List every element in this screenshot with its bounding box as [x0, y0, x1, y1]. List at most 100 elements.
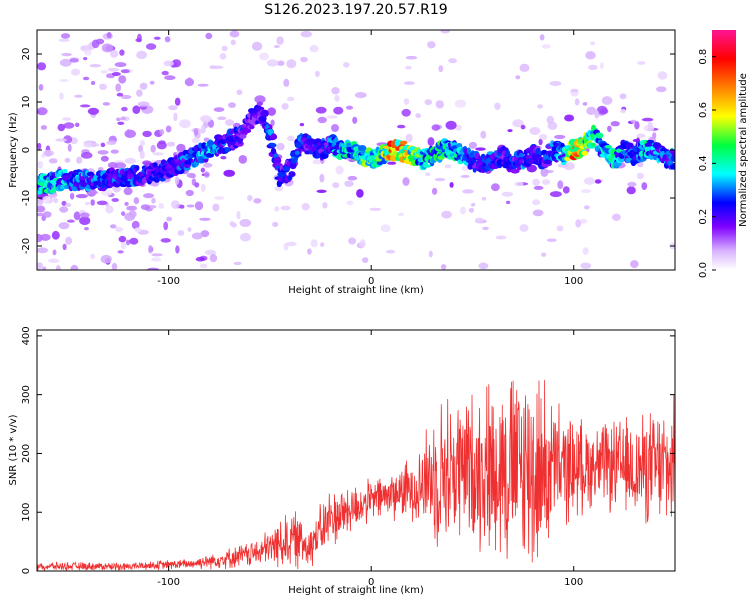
heatmap-cell	[438, 65, 444, 73]
heatmap-cell	[491, 183, 500, 192]
heatmap-cell	[149, 80, 155, 85]
heatmap-cell	[581, 150, 588, 156]
heatmap-cell	[62, 117, 72, 121]
heatmap-cell	[37, 107, 48, 116]
heatmap-cell	[346, 200, 354, 206]
heatmap-cell	[334, 94, 340, 102]
heatmap-cell	[309, 44, 319, 53]
heatmap-cell	[312, 159, 322, 165]
heatmap-cell	[482, 226, 489, 231]
heatmap-cell	[221, 45, 228, 52]
heatmap-cell	[267, 107, 276, 116]
heatmap-cell	[335, 165, 344, 175]
heatmap-cell	[547, 121, 558, 130]
heatmap-cell	[584, 205, 590, 210]
heatmap-cell	[656, 86, 667, 93]
heatmap-cell	[95, 38, 105, 45]
heatmap-cell	[97, 150, 109, 155]
heatmap-cell	[59, 79, 69, 82]
heatmap-cell	[288, 171, 296, 178]
heatmap-cell	[630, 119, 637, 124]
heatmap-cell	[533, 185, 544, 190]
heatmap-cell	[55, 265, 61, 270]
heatmap-cell	[100, 142, 106, 148]
y-tick-label: 100	[21, 503, 32, 522]
y-tick-label: -10	[21, 190, 32, 206]
heatmap-cell	[475, 147, 486, 151]
heatmap-cell	[537, 104, 543, 109]
heatmap-cell	[226, 136, 235, 141]
heatmap-cell	[69, 58, 79, 63]
heatmap-cell	[352, 116, 358, 124]
heatmap-cell	[405, 55, 418, 60]
heatmap-cell	[356, 189, 364, 198]
heatmap-cell	[316, 189, 327, 193]
heatmap-cell	[109, 224, 117, 229]
heatmap-cell	[110, 50, 119, 58]
heatmap-cell	[199, 263, 208, 269]
colorbar-tick-label: 0.8	[698, 49, 709, 65]
heatmap-cell	[62, 168, 68, 174]
heatmap-cell	[274, 206, 280, 212]
heatmap-cell	[574, 98, 580, 106]
heatmap-cell	[326, 115, 338, 119]
heatmap-cell	[270, 147, 277, 155]
heatmap-cell	[347, 175, 358, 181]
heatmap-cell	[79, 216, 91, 225]
heatmap-cell	[272, 221, 279, 228]
y-tick-label: 20	[21, 48, 32, 61]
heatmap-cell	[126, 205, 137, 211]
heatmap-cell	[614, 151, 620, 159]
heatmap-cell	[62, 243, 67, 251]
heatmap-cell	[236, 211, 241, 220]
heatmap-cell	[541, 150, 546, 154]
heatmap-y-ticks: -20 -10 0 10 20	[21, 48, 675, 254]
snr-y-ticks: 0 100 200 300 400	[21, 326, 675, 574]
heatmap-cell	[286, 59, 297, 69]
heatmap-cell	[281, 103, 289, 110]
heatmap-cell	[105, 205, 114, 214]
heatmap-cell	[75, 122, 80, 128]
heatmap-cell	[106, 140, 117, 146]
heatmap-cell	[90, 143, 100, 147]
heatmap-cell	[83, 57, 88, 61]
heatmap-cell	[126, 129, 131, 138]
snr-x-label: Height of straight line (km)	[288, 585, 424, 596]
heatmap-cell	[585, 51, 596, 60]
heatmap-cell	[454, 99, 467, 108]
heatmap-cell	[280, 205, 291, 211]
heatmap-cell	[520, 124, 526, 130]
heatmap-cell	[191, 232, 203, 240]
heatmap-cell	[96, 200, 108, 206]
heatmap-cell	[91, 81, 96, 85]
heatmap-cell	[71, 68, 81, 76]
heatmap-cell	[344, 180, 354, 187]
heatmap-cell	[538, 138, 543, 146]
heatmap-cell	[647, 121, 653, 130]
heatmap-cell	[224, 147, 231, 153]
heatmap-cell	[307, 248, 312, 255]
heatmap-cell	[619, 93, 627, 100]
heatmap-cell	[101, 43, 114, 53]
heatmap-cell	[405, 65, 412, 70]
heatmap-cell	[359, 239, 366, 248]
heatmap-cell	[254, 95, 266, 104]
heatmap-cell	[529, 127, 541, 135]
heatmap-cell	[120, 116, 126, 121]
heatmap-cell	[402, 177, 410, 186]
heatmap-cell	[276, 180, 282, 188]
heatmap-cell	[596, 105, 608, 115]
heatmap-cell	[422, 164, 432, 168]
heatmap-cell	[59, 206, 69, 213]
heatmap-cell	[236, 89, 243, 96]
heatmap-cell	[86, 190, 99, 195]
heatmap-cell	[150, 144, 156, 153]
heatmap-cell	[37, 247, 49, 254]
heatmap-cell	[505, 200, 511, 205]
heatmap-cell	[135, 38, 142, 42]
heatmap-cell	[331, 87, 340, 95]
heatmap-cell	[143, 193, 154, 199]
heatmap-cell	[37, 201, 42, 207]
heatmap-cell	[203, 162, 213, 168]
heatmap-cell	[315, 70, 320, 78]
